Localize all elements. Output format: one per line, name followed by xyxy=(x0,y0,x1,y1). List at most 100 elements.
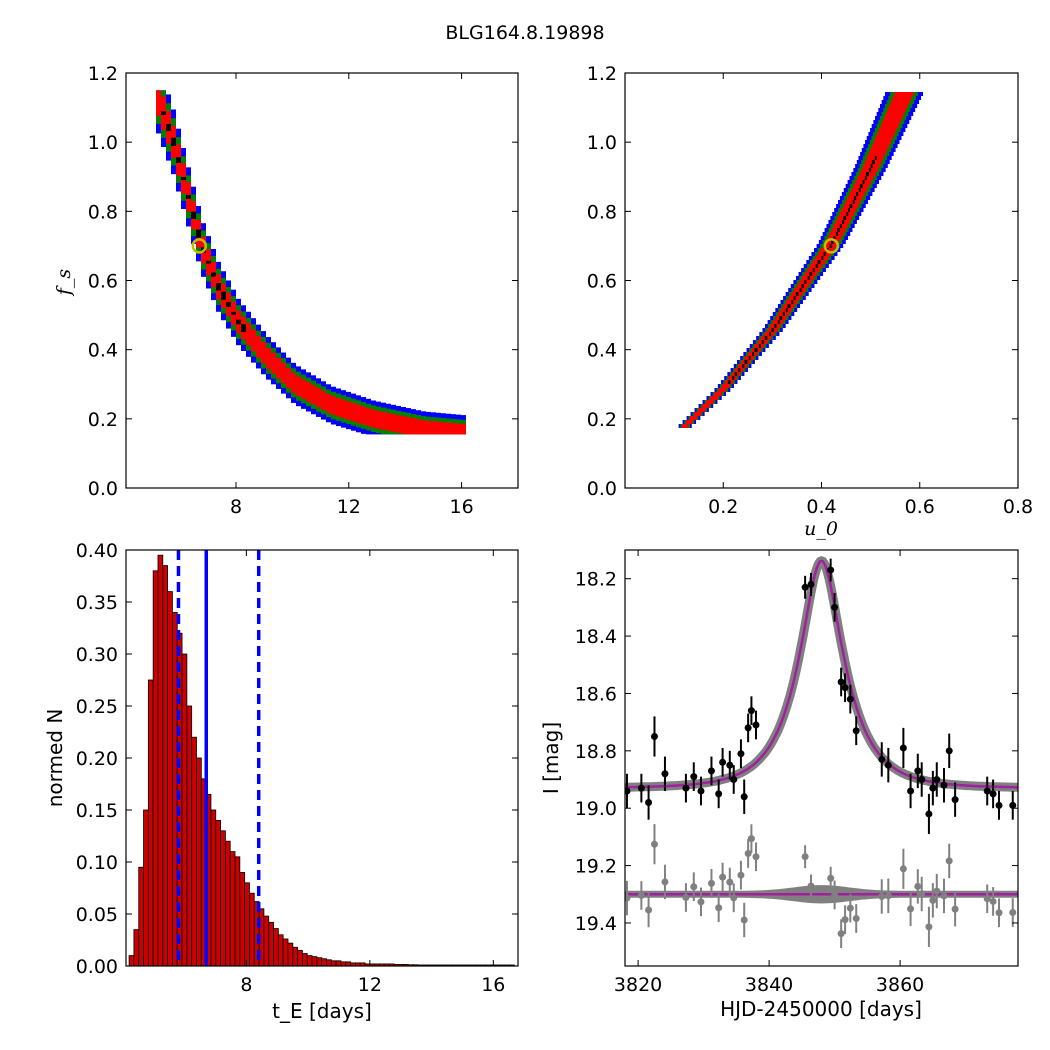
density-cell xyxy=(186,194,191,199)
plot-area xyxy=(625,555,1018,948)
x-tick-label: 16 xyxy=(450,496,474,518)
density-cell xyxy=(316,388,321,408)
density-cell xyxy=(266,347,271,369)
density-cell xyxy=(782,312,785,316)
density-cell xyxy=(859,184,863,188)
density-cell xyxy=(326,393,331,413)
residual-point xyxy=(740,916,748,924)
y-tick-label: 0.35 xyxy=(76,592,118,614)
histogram-bar xyxy=(244,882,250,967)
density-cell xyxy=(836,232,839,236)
density-cell xyxy=(406,417,411,435)
density-cell xyxy=(785,308,788,312)
residual-point xyxy=(752,853,760,861)
data-point xyxy=(752,721,760,729)
residual-point xyxy=(719,873,727,881)
data-point xyxy=(645,798,653,806)
density-cell xyxy=(815,264,818,268)
density-cell xyxy=(431,421,436,435)
density-cell xyxy=(386,412,391,431)
density-cell xyxy=(714,392,723,396)
density-cell xyxy=(821,256,824,260)
data-point xyxy=(846,695,854,703)
histogram-bar xyxy=(191,736,197,967)
residual-point xyxy=(940,892,948,900)
residual-point xyxy=(661,878,669,886)
data-point xyxy=(661,770,669,778)
density-cell xyxy=(823,252,826,256)
light-curve-panel: 3820 3840 3860 18.2 18.4 18.6 18.8 19.0 19.2 19.4… xyxy=(539,549,1019,1021)
density-cell xyxy=(690,416,697,420)
density-cell xyxy=(891,100,910,104)
y-tick-label: 0.05 xyxy=(76,904,118,926)
density-cell xyxy=(301,379,306,399)
density-cell xyxy=(871,144,890,148)
data-point xyxy=(995,801,1003,809)
data-point xyxy=(740,793,748,801)
x-axis-label: u_0 xyxy=(804,518,838,540)
data-point xyxy=(925,810,933,818)
axes-frame xyxy=(624,549,1019,967)
density-cell xyxy=(311,385,316,405)
y-tick-label: 1.0 xyxy=(587,132,617,154)
data-point xyxy=(637,784,645,792)
density-cell xyxy=(769,332,772,336)
density-cell xyxy=(870,148,888,152)
density-cell xyxy=(817,260,821,264)
density-cell xyxy=(296,376,301,397)
density-cell xyxy=(843,216,847,220)
density-cell xyxy=(892,96,912,100)
y-tick-label: 19.2 xyxy=(575,856,617,878)
y-tick-label: 0.4 xyxy=(88,340,118,362)
histogram-bar xyxy=(335,960,342,967)
density-cell xyxy=(837,228,840,232)
residual-point xyxy=(747,835,755,843)
density-cell xyxy=(426,420,431,435)
density-cell xyxy=(873,140,891,144)
data-point xyxy=(899,744,907,752)
histogram-bar xyxy=(345,961,351,967)
density-cell xyxy=(710,396,718,400)
histogram-bar xyxy=(167,591,173,967)
density-cell xyxy=(166,124,171,131)
density-cell xyxy=(191,211,196,219)
density-cell xyxy=(211,272,216,277)
residual-point xyxy=(730,894,738,902)
histogram-bar xyxy=(210,809,217,967)
y-tick-label: 0.20 xyxy=(76,748,118,770)
histogram-bar xyxy=(186,705,193,967)
y-tick-label: 0.2 xyxy=(587,409,617,431)
density-cell xyxy=(853,196,857,200)
density-cell xyxy=(376,410,381,429)
density-cell xyxy=(446,422,451,435)
density-cell xyxy=(742,364,745,368)
residual-point xyxy=(690,883,698,891)
x-tick-label: 0.8 xyxy=(1003,496,1033,518)
residual-point xyxy=(884,892,892,900)
density-cell xyxy=(734,372,738,376)
density-cell xyxy=(839,224,842,228)
density-cell xyxy=(856,192,859,196)
density-cell xyxy=(391,413,396,432)
histogram-bar xyxy=(306,955,313,967)
density-cell xyxy=(321,390,326,410)
density-cell xyxy=(758,344,761,348)
density-cell xyxy=(246,323,251,346)
density-cell xyxy=(396,414,401,433)
density-cell xyxy=(869,168,872,172)
density-cell xyxy=(702,404,710,408)
best-fit-marker xyxy=(823,238,840,254)
density-cell xyxy=(306,382,311,402)
density-cell xyxy=(864,176,867,180)
data-point xyxy=(715,790,723,798)
density-cell xyxy=(721,384,730,388)
x-tick-label: 12 xyxy=(337,496,361,518)
y-tick-label: 18.8 xyxy=(575,741,617,763)
x-tick-label: 0.4 xyxy=(806,496,836,518)
density-cell xyxy=(887,108,906,112)
density-cell xyxy=(341,399,346,419)
density-cell xyxy=(231,311,236,315)
y-tick-label: 18.4 xyxy=(575,626,617,648)
residual-point xyxy=(650,840,658,848)
density-cell xyxy=(865,172,869,176)
